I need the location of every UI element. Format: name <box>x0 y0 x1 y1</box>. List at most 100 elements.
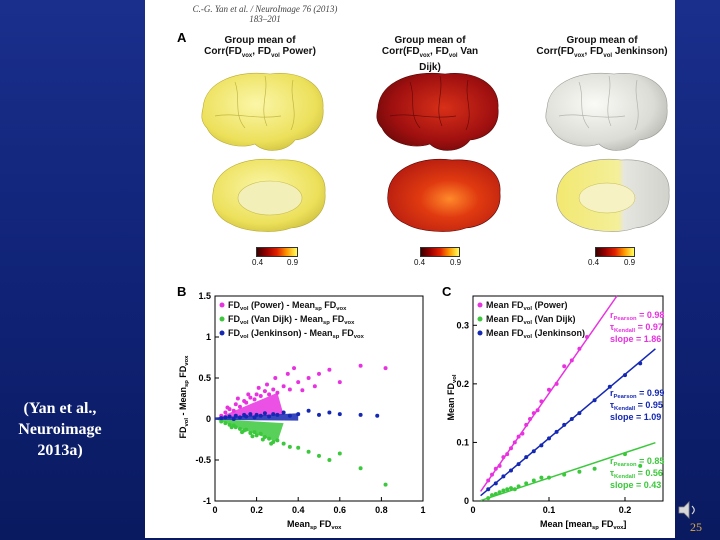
point-power <box>237 404 242 409</box>
point-power <box>524 422 529 427</box>
point-van-dijk <box>233 425 238 430</box>
point-van-dijk <box>505 487 510 492</box>
legend-marker-c <box>477 316 483 322</box>
y-tick-label-b: -1 <box>203 496 211 506</box>
point-van-dijk <box>531 478 536 483</box>
point-power <box>275 390 280 395</box>
point-van-dijk <box>516 484 521 489</box>
point-power <box>358 363 363 368</box>
colorbar-vandijk-min: 0.4 <box>414 258 426 267</box>
legend-entry-c: Mean FDvol (Jenkinson) <box>486 328 585 340</box>
panel-b-label: B <box>177 284 187 299</box>
point-jenkinson <box>493 481 498 486</box>
point-jenkinson <box>327 410 332 415</box>
point-van-dijk <box>260 437 265 442</box>
x-tick-label-b: 1 <box>420 505 425 515</box>
colorbar-jenkinson-min: 0.4 <box>588 258 600 267</box>
point-jenkinson <box>562 422 567 427</box>
point-van-dijk <box>229 425 234 430</box>
point-power <box>235 396 240 401</box>
legend-marker-c <box>477 302 483 308</box>
speaker-icon[interactable] <box>676 500 698 520</box>
point-van-dijk <box>240 430 245 435</box>
point-jenkinson <box>317 412 321 417</box>
point-power <box>244 400 249 405</box>
point-power <box>256 385 261 390</box>
point-jenkinson <box>275 412 280 417</box>
stat-r-c: rPearson = 0.85 <box>610 456 664 468</box>
point-jenkinson <box>509 468 513 473</box>
map-title-line1: Group mean of <box>566 35 638 46</box>
point-van-dijk <box>547 475 551 480</box>
point-van-dijk <box>623 452 627 457</box>
y-tick-label-b: 1.5 <box>198 291 211 301</box>
point-van-dijk <box>296 445 301 450</box>
y-tick-label-b: 0.5 <box>198 373 211 383</box>
brain-medial-jenkinson-core <box>578 182 636 214</box>
point-power <box>547 387 551 392</box>
brain-lateral-power <box>201 72 324 151</box>
point-jenkinson <box>337 412 342 417</box>
legend-marker-c <box>477 330 483 336</box>
point-van-dijk <box>358 466 363 471</box>
point-van-dijk <box>638 463 643 468</box>
legend-marker-b <box>219 316 225 322</box>
citation-line1: (Yan et al., <box>23 400 97 417</box>
point-jenkinson <box>262 411 267 416</box>
point-van-dijk <box>592 466 597 471</box>
point-power <box>528 417 532 421</box>
map-title-line2: Corr(FDvox, FDvol Power) <box>204 46 316 59</box>
point-van-dijk <box>287 444 292 449</box>
y-tick-label-b: 0 <box>206 414 211 424</box>
point-power <box>317 371 321 376</box>
point-jenkinson <box>287 413 292 418</box>
point-van-dijk <box>490 493 494 498</box>
y-tick-label-c: 0 <box>464 496 469 506</box>
colorbar-vandijk <box>420 247 460 257</box>
legend-marker-b <box>219 330 225 336</box>
point-van-dijk <box>306 449 311 454</box>
point-power <box>296 380 301 385</box>
point-power <box>248 395 253 400</box>
point-power <box>493 466 498 471</box>
point-power <box>292 366 297 371</box>
y-axis-label-b: FDvol - Meansp FDvox <box>178 355 190 439</box>
point-power <box>497 463 502 468</box>
point-van-dijk <box>327 458 332 462</box>
point-jenkinson <box>306 408 311 413</box>
x-axis-label-b: Meansp FDvox <box>287 519 342 531</box>
point-jenkinson <box>577 411 582 416</box>
x-tick-label-b: 0.4 <box>292 505 305 515</box>
point-jenkinson <box>296 412 301 417</box>
point-jenkinson <box>554 429 559 434</box>
point-jenkinson <box>219 416 224 421</box>
y-tick-label-c: 0.2 <box>456 379 469 389</box>
x-tick-label-c: 0.1 <box>543 505 556 515</box>
point-jenkinson <box>244 414 249 419</box>
x-tick-label-b: 0.6 <box>334 505 347 515</box>
stat-tau-c: τKendall = 0.56 <box>610 468 663 480</box>
point-van-dijk <box>223 421 228 426</box>
point-power <box>383 366 388 371</box>
point-van-dijk <box>281 441 286 446</box>
point-power <box>516 434 521 439</box>
point-power <box>327 367 332 372</box>
point-power <box>501 455 506 460</box>
point-van-dijk <box>258 431 263 436</box>
brain-maps <box>201 72 670 232</box>
point-van-dijk <box>501 488 506 493</box>
point-van-dijk <box>317 453 321 458</box>
point-jenkinson <box>569 417 574 421</box>
running-head: C.-G. Yan et al. / NeuroImage 76 (2013) … <box>192 4 338 24</box>
point-van-dijk <box>509 486 513 491</box>
point-power <box>554 381 559 386</box>
map-title-van-dijk: Group mean of Corr(FDvox, FDvol Van Dijk… <box>370 35 490 73</box>
stat-r-c: rPearson = 0.98 <box>610 310 664 322</box>
brain-medial-power-core <box>237 180 303 216</box>
point-van-dijk <box>383 482 388 487</box>
point-van-dijk <box>244 427 249 432</box>
stat-r-c: rPearson = 0.99 <box>610 388 664 400</box>
colorbar-vandijk-max: 0.9 <box>450 258 462 267</box>
point-jenkinson <box>227 414 232 419</box>
y-axis-label-c: Mean FDvol <box>446 374 458 420</box>
